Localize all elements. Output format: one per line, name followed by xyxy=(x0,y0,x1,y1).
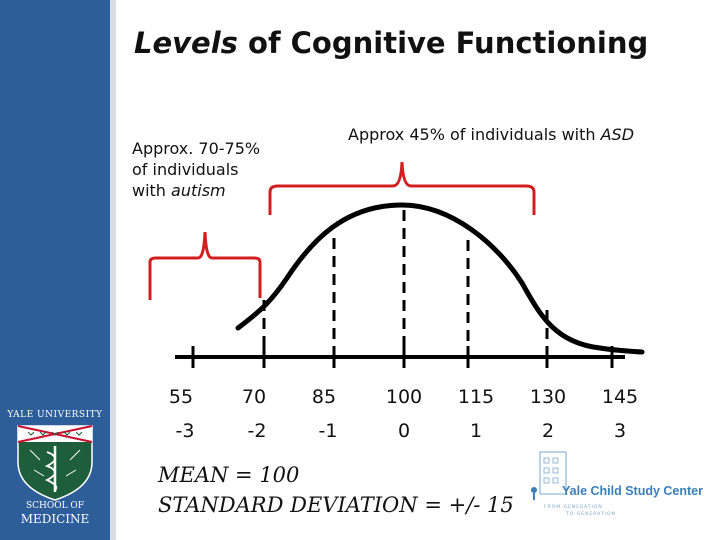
iq-score-label: 70 xyxy=(241,386,267,408)
bell-curve xyxy=(235,202,645,355)
iq-score-label: 55 xyxy=(168,386,194,408)
title-rest: of Cognitive Functioning xyxy=(237,26,649,60)
ycsc-building-icon xyxy=(531,451,567,500)
school-of-text: SCHOOL OF xyxy=(25,501,85,511)
sd-value-label: 0 xyxy=(397,420,411,442)
standard-deviation-text: STANDARD DEVIATION = +/- 15 xyxy=(158,493,514,517)
iq-score-label: 145 xyxy=(601,386,639,408)
iq-score-label: 85 xyxy=(311,386,337,408)
sd-value-label: -3 xyxy=(175,420,195,442)
slide-title: Levels of Cognitive Functioning xyxy=(134,26,714,60)
sd-value-label: -1 xyxy=(318,420,338,442)
autism-line-1: Approx. 70-75% xyxy=(132,139,261,158)
asd-bracket xyxy=(268,161,536,215)
sd-value-label: 2 xyxy=(541,420,555,442)
iq-score-label: 100 xyxy=(385,386,423,408)
iq-score-row: 55 70 85 100 115 130 145 xyxy=(0,386,720,410)
asd-prefix: Approx 45% of individuals with xyxy=(348,125,601,144)
medicine-text: MEDICINE xyxy=(20,512,90,526)
autism-word: autism xyxy=(171,181,226,200)
yale-school-text: SCHOOL OF MEDICINE xyxy=(0,500,110,526)
ycsc-tag-line-1: FROM GENERATION xyxy=(544,505,603,510)
title-italic-part: Levels xyxy=(134,26,238,60)
yale-university-text: YALE UNIVERSITY xyxy=(7,410,103,420)
ycsc-name: Yale Child Study Center xyxy=(562,484,704,498)
autism-line-2: of individuals xyxy=(132,160,239,179)
autism-bracket xyxy=(148,231,262,300)
sd-value-row: -3 -2 -1 0 1 2 3 xyxy=(0,420,720,444)
autism-annotation: Approx. 70-75% of individuals with autis… xyxy=(132,138,312,201)
iq-score-label: 130 xyxy=(529,386,567,408)
sidebar-edge xyxy=(110,0,116,540)
asd-word: ASD xyxy=(600,125,635,144)
autism-line-3: with autism xyxy=(132,180,312,201)
sd-value-label: 1 xyxy=(469,420,483,442)
ycsc-tagline: FROM GENERATION TO GENERATION xyxy=(544,504,616,518)
iq-score-label: 115 xyxy=(457,386,495,408)
ycsc-logo: Yale Child Study Center FROM GENERATION … xyxy=(528,446,708,522)
summary-block: MEAN = 100 STANDARD DEVIATION = +/- 15 xyxy=(158,460,514,520)
sd-value-label: 3 xyxy=(613,420,627,442)
asd-annotation: Approx 45% of individuals with ASD xyxy=(348,124,634,145)
yale-shield-icon xyxy=(17,425,93,501)
mean-text: MEAN = 100 xyxy=(158,463,300,487)
sd-value-label: -2 xyxy=(247,420,267,442)
ycsc-tag-line-2: TO GENERATION xyxy=(566,512,616,517)
autism-line-3-prefix: with xyxy=(132,181,172,200)
